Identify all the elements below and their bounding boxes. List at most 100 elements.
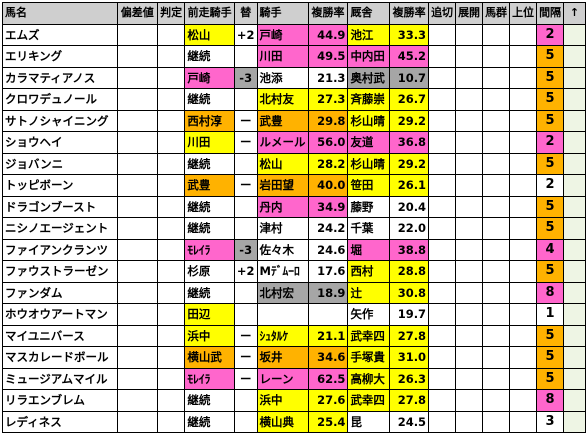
extra-cell [563, 217, 586, 240]
horse-name-cell: ミュージアムマイル [2, 367, 118, 390]
table-row[interactable]: ホウオウアートマン 田辺 矢作 19.7 1 [2, 303, 586, 326]
prev-jockey-cell: 継続 [184, 152, 235, 175]
stable-cell: 笹田 [347, 174, 391, 197]
pack-cell [482, 45, 511, 68]
header-horse-name[interactable]: 馬名 [2, 2, 118, 25]
extra-cell [563, 88, 586, 111]
pace-cell [455, 88, 484, 111]
header-prev-jockey[interactable]: 前走騎手 [184, 2, 235, 25]
header-stable-rate[interactable]: 複勝率 [389, 2, 430, 25]
top-cell [509, 45, 538, 68]
pack-cell [482, 324, 511, 347]
header-jockey[interactable]: 騎手 [256, 2, 309, 25]
judgement-cell [156, 410, 186, 433]
table-row[interactable]: クロワデュノール 継続 北村友 27.3 斉藤崇 26.7 5 [2, 88, 586, 111]
pack-cell [482, 217, 511, 240]
table-row[interactable]: カラマティアノス 戸崎 -3 池添 21.3 奥村武 10.7 5 [2, 66, 586, 89]
pace-cell [455, 66, 484, 89]
pace-cell [455, 195, 484, 218]
header-workout[interactable]: 追切 [428, 2, 457, 25]
pace-cell [455, 410, 484, 433]
jockey-cell: 池添 [256, 66, 309, 89]
change-sign-cell: ー [233, 324, 258, 347]
top-cell [509, 217, 538, 240]
header-deviation[interactable]: 偏差値 [116, 2, 158, 25]
header-row: 馬名 偏差値 判定 前走騎手 替 騎手 複勝率 厩舎 複勝率 追切 展開 馬群 … [2, 2, 586, 25]
top-cell [509, 389, 538, 412]
jockey-rate-cell: 25.4 [307, 410, 349, 433]
judgement-cell [156, 109, 186, 132]
horse-name-cell: カラマティアノス [2, 66, 118, 89]
top-cell [509, 66, 538, 89]
header-jockey-rate[interactable]: 複勝率 [307, 2, 349, 25]
table-row[interactable]: リラエンブレム 継続 浜中 27.6 武幸四 27.8 8 [2, 389, 586, 412]
header-pace[interactable]: 展開 [455, 2, 484, 25]
extra-cell [563, 281, 586, 304]
horse-name-cell: トッピボーン [2, 174, 118, 197]
workout-cell [428, 131, 457, 154]
pace-cell [455, 303, 484, 326]
change-sign-cell [233, 45, 258, 68]
table-row[interactable]: ショウヘイ 川田ールメール 56.0 友道 36.8 2 [2, 131, 586, 154]
jockey-cell: 佐々木 [256, 238, 309, 261]
pace-cell [455, 367, 484, 390]
table-row[interactable]: ミュージアムマイル ﾓﾚｲﾗーレーン 62.5 高柳大 26.3 5 [2, 367, 586, 390]
table-row[interactable]: ニシノエージェント 継続 津村 24.2 千葉 22.0 5 [2, 217, 586, 240]
pace-cell [455, 281, 484, 304]
judgement-cell [156, 281, 186, 304]
jockey-cell: 横山典 [256, 410, 309, 433]
header-pack[interactable]: 馬群 [482, 2, 511, 25]
extra-cell [563, 367, 586, 390]
extra-cell [563, 23, 586, 46]
workout-cell [428, 410, 457, 433]
table-row[interactable]: レディネス 継続 横山典 25.4 昆 24.5 3 [2, 410, 586, 433]
workout-cell [428, 88, 457, 111]
table-row[interactable]: ファイアンクランツ ﾓﾚｲﾗ -3 佐々木 24.6 堀 38.8 4 [2, 238, 586, 261]
prev-jockey-cell: 西村淳 [184, 109, 235, 132]
header-change[interactable]: 替 [233, 2, 258, 25]
extra-cell [563, 410, 586, 433]
pace-cell [455, 346, 484, 369]
interval-rank-cell: 4 [536, 238, 565, 261]
extra-cell [563, 174, 586, 197]
table-row[interactable]: ドラゴンブースト 継続 丹内 34.9 藤野 20.4 5 [2, 195, 586, 218]
stable-cell: 杉山晴 [347, 152, 391, 175]
pack-cell [482, 66, 511, 89]
table-row[interactable]: ファンダム 継続 北村宏 18.9 辻 30.8 8 [2, 281, 586, 304]
pack-cell [482, 238, 511, 261]
table-row[interactable]: ジョバンニ 継続 松山 28.2 杉山晴 29.2 5 [2, 152, 586, 175]
table-row[interactable]: トッピボーン 武豊ー岩田望 40.0 笹田 26.1 2 [2, 174, 586, 197]
workout-cell [428, 281, 457, 304]
horse-name-cell: レディネス [2, 410, 118, 433]
stable-rate-cell: 26.7 [389, 88, 430, 111]
table-row[interactable]: サトノシャイニング 西村淳ー武豊 29.8 杉山晴 29.2 5 [2, 109, 586, 132]
header-stable[interactable]: 厩舎 [347, 2, 391, 25]
interval-rank-cell: 5 [536, 88, 565, 111]
header-top[interactable]: 上位 [509, 2, 538, 25]
interval-rank-cell: 8 [536, 281, 565, 304]
header-sort-arrow-icon[interactable]: ↑ [563, 2, 586, 25]
extra-cell [563, 109, 586, 132]
judgement-cell [156, 217, 186, 240]
pack-cell [482, 174, 511, 197]
header-interval[interactable]: 間隔 [536, 2, 565, 25]
jockey-rate-cell: 27.6 [307, 389, 349, 412]
table-row[interactable]: エリキング 継続 川田 49.5 中内田 45.2 5 [2, 45, 586, 68]
pace-cell [455, 109, 484, 132]
table-row[interactable]: ファウストラーゼン 杉原 +2 Mﾃﾞﾑｰﾛ 17.6 西村 28.8 5 [2, 260, 586, 283]
judgement-cell [156, 324, 186, 347]
change-sign-cell: +2 [233, 260, 258, 283]
extra-cell [563, 195, 586, 218]
table-row[interactable]: マスカレードボール 横山武ー坂井 34.6 手塚貴 31.0 5 [2, 346, 586, 369]
table-row[interactable]: エムズ 松山 +2 戸崎 44.9 池江 33.3 2 [2, 23, 586, 46]
horse-name-cell: マスカレードボール [2, 346, 118, 369]
pace-cell [455, 174, 484, 197]
deviation-cell [116, 260, 158, 283]
jockey-rate-cell: 29.8 [307, 109, 349, 132]
change-sign-cell [233, 303, 258, 326]
top-cell [509, 109, 538, 132]
table-row[interactable]: マイユニバース 浜中ーｼｭﾀﾙｹ 21.1 武幸四 27.8 5 [2, 324, 586, 347]
jockey-cell [256, 303, 309, 326]
header-judgement[interactable]: 判定 [156, 2, 186, 25]
pace-cell [455, 23, 484, 46]
